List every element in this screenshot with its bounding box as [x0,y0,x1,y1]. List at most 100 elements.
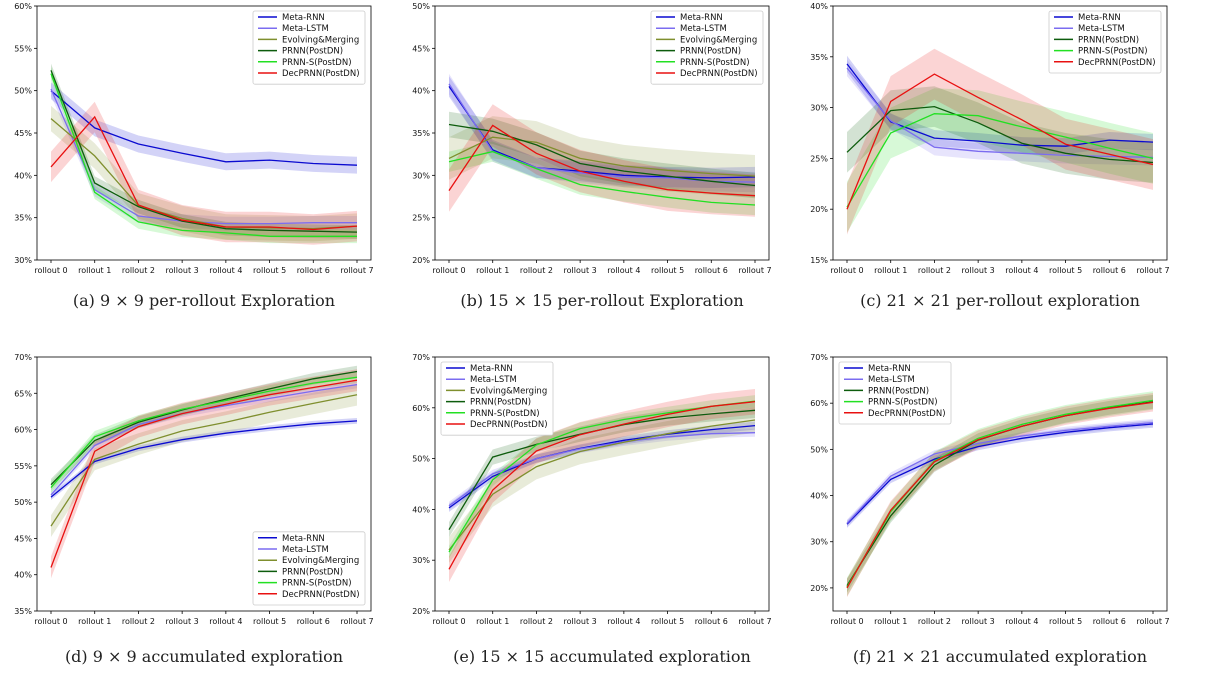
chart-panel-2: 15% 20% 25% 30% 35% 40% rollout 0 rollout 1 roll… [810,2,1169,310]
series-band [847,86,1153,183]
y-tick-label: 25% [412,214,430,223]
y-tick-label: 40% [412,87,430,96]
x-tick-label: rollout 4 [1005,266,1038,275]
y-tick-label: 55% [14,44,32,53]
y-tick-label: 20% [810,205,828,214]
x-tick-label: rollout 5 [1049,266,1082,275]
x-tick-label: rollout 6 [297,266,330,275]
legend-entry: Evolving&Merging [282,35,359,45]
plot-frame [832,356,1168,612]
legend-entry: PRNN-S(PostDN) [470,409,540,419]
y-tick-label: 40% [14,171,32,180]
series-band [51,63,357,239]
series-band [847,48,1153,235]
legend-entry: Meta-LSTM [868,375,915,385]
x-tick-label: rollout 6 [297,617,330,626]
series-band [847,418,1153,527]
chart-panel-0: 30% 35% 40% 45% 50% 55% 60% rollout 0 rollout 1 r… [14,2,373,310]
series-line [846,401,1154,589]
series-band [449,395,755,559]
series-line [50,383,358,496]
series-line [448,432,756,507]
y-tick-label: 70% [810,353,828,362]
legend-entry: Meta-RNN [1078,13,1121,23]
y-tick-label: 50% [14,87,32,96]
x-tick-label: rollout 7 [340,617,373,626]
x-tick-label: rollout 5 [651,617,684,626]
series-line [846,421,1154,524]
x-tick-label: rollout 6 [1093,266,1126,275]
legend-entry: PRNN-S(PostDN) [680,58,750,68]
x-tick-label: rollout 1 [476,266,509,275]
legend-entry: Meta-LSTM [1078,24,1125,34]
y-tick-label: 20% [412,607,430,616]
legend-entry: Meta-LSTM [680,24,727,34]
y-tick-label: 45% [14,129,32,138]
x-tick-label: rollout 5 [1049,617,1082,626]
series-line [846,423,1154,525]
legend-entry: DecPRNN(PostDN) [282,590,360,600]
x-tick-label: rollout 2 [122,617,155,626]
chart-caption: (d) 9 × 9 accumulated exploration [65,647,343,666]
y-tick-label: 40% [810,2,828,11]
y-tick-label: 70% [412,353,430,362]
x-tick-label: rollout 0 [830,617,863,626]
legend-entry: PRNN(PostDN) [680,47,741,57]
y-tick-label: 30% [810,538,828,547]
y-tick-label: 20% [810,584,828,593]
legend-entry: Meta-RNN [282,534,325,544]
y-tick-label: 35% [14,214,32,223]
y-tick-label: 30% [412,171,430,180]
x-tick-label: rollout 7 [340,266,373,275]
y-tick-label: 60% [14,426,32,435]
chart-caption: (e) 15 × 15 accumulated exploration [453,647,751,666]
legend-box [252,10,366,85]
y-tick-label: 30% [412,556,430,565]
y-tick-label: 20% [412,256,430,265]
y-tick-label: 65% [14,389,32,398]
legend-entry: DecPRNN(PostDN) [868,409,946,419]
y-tick-label: 60% [810,399,828,408]
x-tick-label: rollout 2 [520,266,553,275]
series-line [448,401,756,570]
legend-entry: Meta-LSTM [470,375,517,385]
x-tick-label: rollout 4 [209,617,242,626]
chart-caption: (c) 21 × 21 per-rollout exploration [860,291,1140,310]
x-tick-label: rollout 4 [209,266,242,275]
y-tick-label: 40% [810,492,828,501]
series-line [846,105,1154,164]
legend: Meta-RNNMeta-LSTMEvolving&MergingPRNN(Po… [252,531,366,606]
legend: Meta-RNNMeta-LSTMEvolving&MergingPRNN(Po… [252,10,366,85]
legend-entry: Evolving&Merging [470,386,547,396]
legend-entry: PRNN(PostDN) [282,567,343,577]
x-tick-label: rollout 7 [1136,617,1169,626]
x-tick-label: rollout 3 [564,266,597,275]
series-band [847,394,1153,593]
chart-panel-4: 20% 30% 40% 50% 60% 70% rollout 0 rollout 1 roll… [412,353,771,666]
x-tick-label: rollout 6 [1093,617,1126,626]
legend-entry: Meta-RNN [470,364,513,374]
chart-caption: (f) 21 × 21 accumulated exploration [853,647,1147,666]
series-line [846,67,1154,159]
legend-entry: PRNN(PostDN) [1078,35,1139,45]
x-tick-label: rollout 4 [607,617,640,626]
legend-entry: DecPRNN(PostDN) [470,420,548,430]
series-line [448,150,756,206]
series-line [846,73,1154,210]
x-tick-label: rollout 7 [1136,266,1169,275]
chart-panel-3: 35% 40% 45% 50% 55% 60% 65% 70% rollout 0 rollout… [14,353,373,666]
x-tick-label: rollout 5 [253,617,286,626]
legend-box [1048,10,1162,74]
legend-box [650,10,764,85]
x-tick-label: rollout 1 [874,266,907,275]
legend-entry: PRNN(PostDN) [868,386,929,396]
series-band [449,389,755,582]
legend-entry: PRNN-S(PostDN) [282,58,352,68]
x-tick-label: rollout 0 [34,617,67,626]
x-tick-label: rollout 6 [695,617,728,626]
series-band [51,101,357,245]
plot-frame [832,5,1168,261]
x-tick-label: rollout 5 [253,266,286,275]
